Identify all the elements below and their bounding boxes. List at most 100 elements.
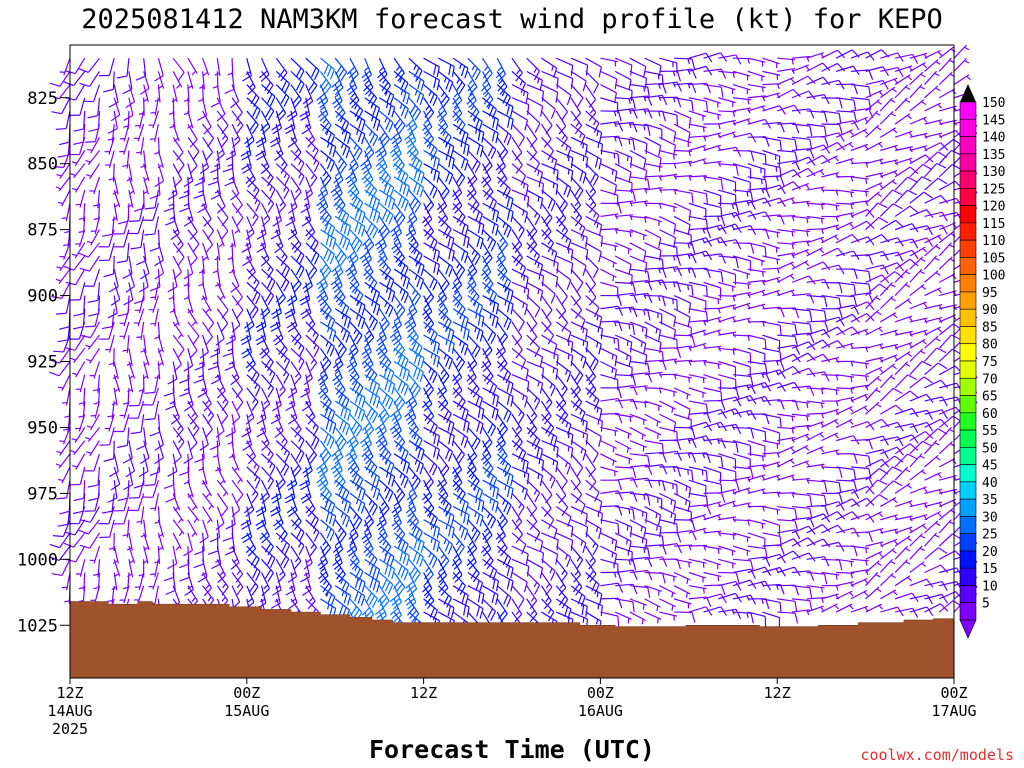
wind-barb	[75, 189, 86, 208]
barb-staff	[74, 519, 86, 536]
wind-barb	[113, 493, 130, 512]
barb-staff	[113, 84, 119, 103]
wind-barb	[128, 480, 145, 499]
barb-flag	[107, 312, 118, 319]
barb-staff	[157, 532, 164, 551]
barb-staff	[154, 585, 159, 604]
barb-staff	[154, 282, 159, 301]
barb-half-flag	[56, 266, 62, 269]
wind-barb	[70, 440, 86, 456]
wind-barb	[103, 255, 115, 278]
wind-barb	[172, 57, 185, 82]
wind-barb	[167, 269, 178, 293]
wind-barb	[71, 427, 86, 443]
barb-staff	[172, 480, 176, 499]
barb-half-flag	[78, 402, 85, 405]
barb-half-flag	[126, 177, 132, 182]
barb-flag	[117, 220, 129, 225]
wind-barb	[172, 532, 182, 551]
barb-flag	[87, 484, 99, 488]
barb-half-flag	[122, 586, 129, 590]
barb-flag	[58, 141, 70, 146]
barb-flag	[144, 484, 155, 487]
barb-half-flag	[71, 438, 77, 441]
wind-barb	[150, 559, 159, 578]
wind-barb	[72, 453, 86, 470]
wind-barb	[122, 519, 130, 538]
barb-staff	[75, 84, 86, 101]
barb-staff	[63, 150, 71, 168]
barb-flag	[189, 350, 198, 359]
barb-half-flag	[93, 586, 99, 590]
barb-half-flag	[93, 217, 99, 221]
barb-flag	[51, 295, 62, 299]
barb-half-flag	[178, 438, 183, 444]
barb-staff	[143, 453, 149, 472]
barb-staff	[108, 242, 115, 261]
barb-staff	[78, 414, 86, 432]
barb-flag	[72, 510, 84, 515]
wind-barb	[149, 269, 161, 292]
wind-barb	[130, 229, 145, 250]
wind-barb	[87, 282, 101, 304]
wind-barb	[136, 137, 145, 156]
barb-staff	[58, 176, 71, 192]
wind-barb	[133, 585, 145, 604]
barb-staff	[111, 493, 115, 512]
barb-staff	[59, 532, 71, 549]
barb-half-flag	[175, 545, 181, 551]
barb-flag	[73, 128, 84, 132]
barb-flag	[130, 246, 142, 250]
barb-staff	[143, 255, 150, 274]
barb-flag	[56, 497, 67, 500]
barb-flag	[65, 558, 76, 563]
wind-barb	[154, 427, 165, 451]
wind-barb	[84, 493, 101, 512]
barb-half-flag	[72, 465, 78, 468]
wind-barb	[130, 414, 145, 435]
barb-staff	[74, 57, 86, 74]
wind-barb	[165, 480, 176, 503]
barb-half-flag	[171, 98, 177, 103]
barb-staff	[65, 110, 71, 129]
wind-barb	[87, 97, 101, 119]
wind-barb	[71, 176, 86, 193]
barb-staff	[108, 229, 115, 248]
wind-barb	[150, 124, 159, 142]
wind-barb	[49, 545, 71, 562]
barb-flag	[55, 312, 67, 315]
barb-staff	[89, 71, 100, 87]
barb-staff	[172, 572, 176, 591]
wind-barb	[71, 242, 86, 259]
wind-barb	[122, 335, 130, 354]
barb-half-flag	[64, 415, 70, 418]
wind-barb	[90, 585, 101, 604]
barb-staff	[157, 440, 164, 459]
barb-flag	[55, 127, 67, 130]
barb-half-flag	[86, 451, 92, 454]
barb-staff	[187, 203, 194, 221]
barb-half-flag	[122, 164, 128, 168]
wind-barb	[172, 519, 185, 537]
barb-staff	[152, 203, 159, 221]
barb-staff	[172, 400, 180, 419]
wind-barb	[101, 216, 115, 237]
barb-half-flag	[86, 358, 92, 362]
barb-staff	[172, 321, 184, 338]
wind-barb	[167, 546, 178, 570]
barb-staff	[152, 572, 159, 590]
barb-flag	[177, 256, 185, 266]
barb-half-flag	[70, 450, 76, 454]
barb-staff	[108, 150, 115, 169]
wind-barb	[103, 440, 115, 462]
barb-staff	[128, 532, 133, 551]
barb-half-flag	[136, 151, 142, 154]
wind-barb	[99, 427, 115, 446]
barb-staff	[172, 440, 182, 457]
barb-staff	[75, 545, 86, 563]
wind-barb	[187, 229, 200, 253]
barb-flag	[189, 165, 198, 175]
barb-staff	[113, 110, 118, 129]
barb-half-flag	[85, 159, 91, 163]
wind-barb	[73, 480, 86, 502]
